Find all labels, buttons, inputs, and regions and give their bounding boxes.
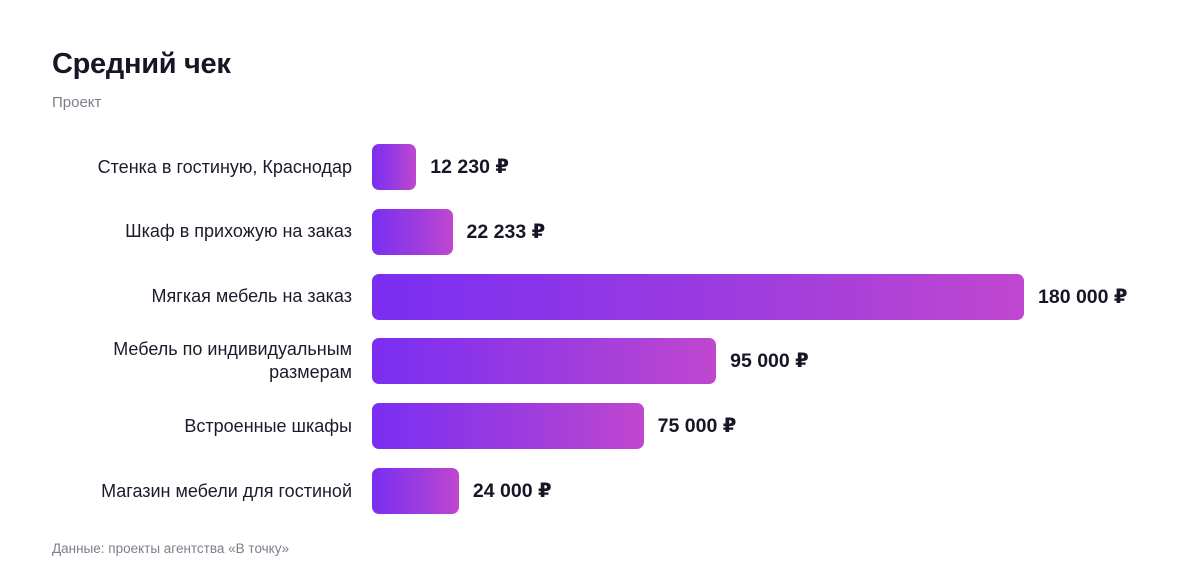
value-label: 180 000 ₽ [1038,285,1128,308]
bar [372,338,717,385]
data-source-note: Данные: проекты агентства «В точку» [52,541,290,556]
bar [372,144,417,190]
bar [372,468,459,514]
category-label: Мягкая мебель на заказ [151,286,352,307]
value-label: 24 000 ₽ [472,480,552,502]
bar [372,273,1024,320]
value-label: 22 233 ₽ [466,220,546,243]
value-label: 12 230 ₽ [430,156,509,178]
value-label: 95 000 ₽ [730,350,809,373]
category-label: Мебель по индивидуальным размерам [113,339,352,383]
bar [372,208,453,255]
bar [372,403,644,450]
chart-subtitle: Проект [52,94,102,111]
category-label: Шкаф в прихожую на заказ [125,221,352,242]
chart-title: Средний чек [52,48,231,80]
category-label: Магазин мебели для гостиной [101,480,352,501]
category-label: Стенка в гостиную, Краснодар [97,156,352,177]
value-label: 75 000 ₽ [657,415,737,438]
category-label: Встроенные шкафы [184,415,352,436]
